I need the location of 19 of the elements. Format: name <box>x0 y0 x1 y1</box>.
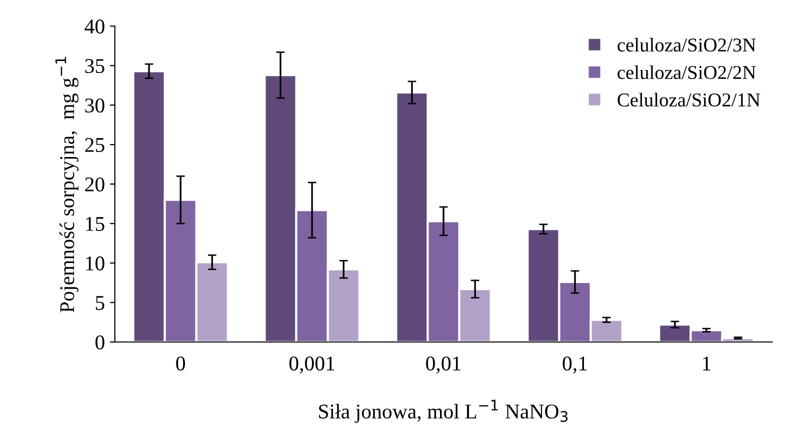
y-tick-label: 25 <box>85 138 104 152</box>
y-tick-label: 20 <box>85 177 104 192</box>
x-tick-label: 0 <box>176 356 185 371</box>
y-tick-label: 30 <box>85 98 104 113</box>
y-tick-label: 10 <box>86 256 104 270</box>
x-tick-label: 0,01 <box>426 356 460 374</box>
x-axis-title: Siła jonowa, mol L$^{−1}$ NaNO$_{3}$ <box>319 400 568 423</box>
x-tick-label: 1 <box>703 356 710 370</box>
y-axis-title: Pojemność sorpcyjna, mg g$^{−1}$ <box>55 57 78 312</box>
legend-label: celuloza/SiO2/3N <box>618 38 756 52</box>
legend-label: celuloza/SiO2/2N <box>618 65 756 80</box>
legend-label: Celuloza/SiO2/1N <box>618 92 760 107</box>
y-tick-label: 35 <box>85 59 104 74</box>
y-tick-label: 5 <box>96 296 104 310</box>
x-tick-label: 0,001 <box>289 356 334 374</box>
y-tick-label: 0 <box>95 335 104 350</box>
x-tick-label: 0,1 <box>562 356 587 374</box>
y-tick-label: 40 <box>84 20 104 34</box>
y-tick-label: 15 <box>86 217 104 231</box>
